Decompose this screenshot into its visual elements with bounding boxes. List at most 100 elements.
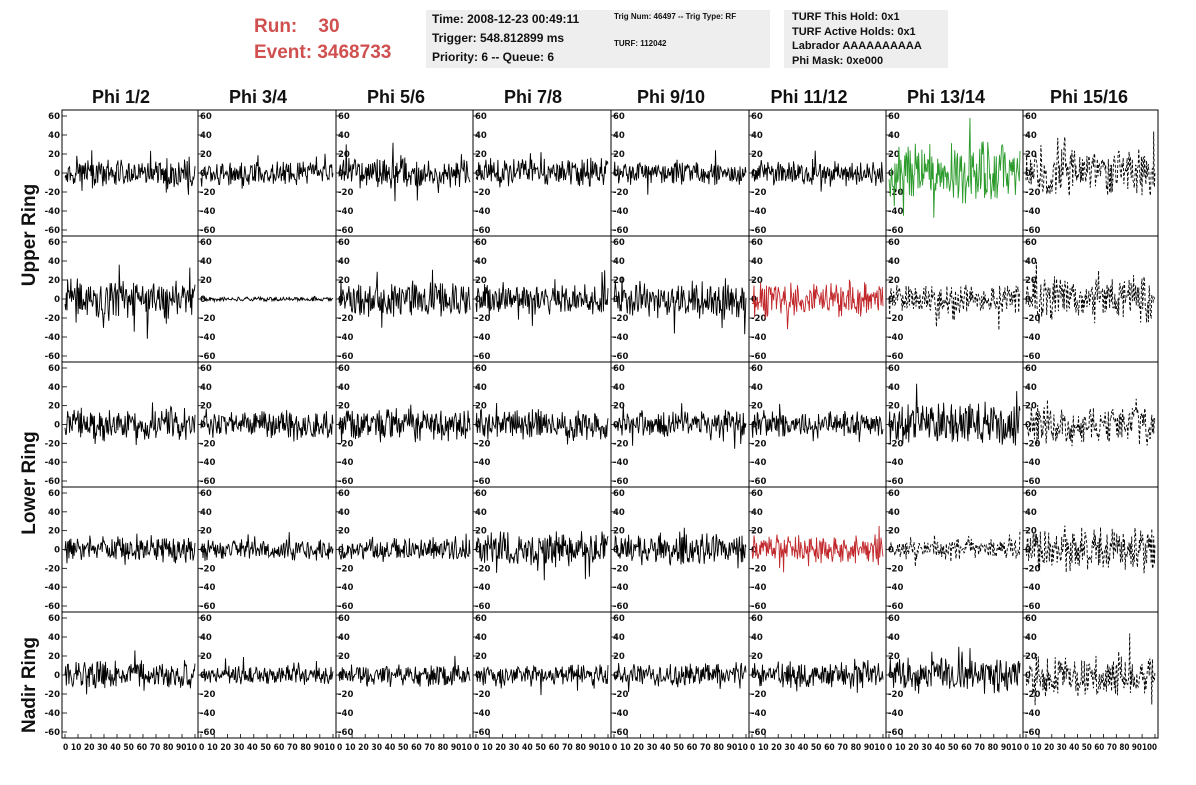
y-tick-label: 60 xyxy=(475,112,487,122)
waveform-trace xyxy=(64,650,196,695)
y-tick-label: 40 xyxy=(475,508,487,518)
y-tick-label: -20 xyxy=(888,690,903,700)
column-header-phi-9-10: Phi 9/10 xyxy=(636,87,706,107)
y-tick-label: -60 xyxy=(613,728,628,738)
y-tick-label: -40 xyxy=(751,583,766,593)
column-header-phi-7-8: Phi 7/8 xyxy=(503,87,563,107)
y-tick-label: -40 xyxy=(1025,709,1040,719)
y-tick-label: 20 xyxy=(200,402,212,412)
waveform-trace xyxy=(1025,131,1156,196)
y-tick-label: -60 xyxy=(751,728,766,738)
y-tick-label: 40 xyxy=(338,508,350,518)
y-tick-label: -20 xyxy=(200,314,215,324)
panel-r2-c1: -60 -40 -20 0 20 40 60 xyxy=(45,235,199,363)
y-tick-label: -40 xyxy=(338,207,353,217)
waveform-trace xyxy=(338,269,471,328)
y-tick-label: 20 xyxy=(1025,276,1037,286)
y-tick-label: -60 xyxy=(200,728,215,738)
y-tick-label: 0 xyxy=(54,421,60,431)
y-tick-label: -40 xyxy=(200,333,215,343)
y-tick-label: 0 xyxy=(613,546,619,556)
event-value: 3468733 xyxy=(317,42,392,63)
y-tick-label: -40 xyxy=(475,709,490,719)
column-header-phi-11-12: Phi 11/12 xyxy=(770,87,848,107)
y-tick-label: 60 xyxy=(48,238,60,248)
panel-frame xyxy=(1022,486,1159,613)
y-tick-label: -60 xyxy=(613,477,628,487)
x-axis-label: 0 10 20 30 40 50 60 70 80 9010 xyxy=(474,743,610,753)
y-tick-label: 60 xyxy=(888,112,900,122)
panel-frame xyxy=(748,611,887,739)
y-tick-label: -60 xyxy=(45,728,60,738)
y-tick-label: 0 xyxy=(54,671,60,681)
y-tick-label: 0 xyxy=(200,295,206,305)
waveform-trace xyxy=(475,531,609,581)
waveform-trace xyxy=(200,153,334,189)
y-tick-label: -40 xyxy=(613,333,628,343)
y-tick-label: 60 xyxy=(200,112,212,122)
trig-info-box: Trig Num: 46497 -- Trig Type: RF TURF: 1… xyxy=(606,10,770,68)
waveform-trace xyxy=(64,402,196,446)
y-tick-label: -20 xyxy=(888,439,903,449)
y-tick-label: -60 xyxy=(613,602,628,612)
y-tick-label: 20 xyxy=(613,527,625,537)
y-tick-label: -20 xyxy=(1025,690,1040,700)
y-tick-label: -20 xyxy=(475,564,490,574)
y-tick-label: 0 xyxy=(1025,421,1031,431)
y-tick-label: 60 xyxy=(1025,112,1037,122)
waveform-trace xyxy=(475,152,609,188)
y-tick-label: -20 xyxy=(888,564,903,574)
y-tick-label: -40 xyxy=(1025,333,1040,343)
y-tick-label: -60 xyxy=(888,728,903,738)
y-tick-label: 60 xyxy=(613,489,625,499)
waveform-trace xyxy=(338,142,471,202)
y-tick-label: 60 xyxy=(1025,364,1037,374)
y-tick-label: -40 xyxy=(888,458,903,468)
y-tick-label: -60 xyxy=(888,477,903,487)
y-tick-label: 20 xyxy=(338,652,350,662)
waveform-trace xyxy=(613,150,747,195)
phi-mask-text: Phi Mask: 0xe000 xyxy=(792,54,884,67)
y-tick-label: 40 xyxy=(475,257,487,267)
y-tick-label: 40 xyxy=(751,633,763,643)
y-tick-label: -40 xyxy=(45,458,60,468)
y-tick-label: 20 xyxy=(751,402,763,412)
y-tick-label: -60 xyxy=(751,352,766,362)
event-row: Event: 3468733 xyxy=(254,40,391,66)
y-tick-label: -20 xyxy=(200,439,215,449)
y-tick-label: 20 xyxy=(888,652,900,662)
y-tick-label: -60 xyxy=(338,477,353,487)
y-tick-label: 0 xyxy=(1025,295,1031,305)
y-tick-label: 40 xyxy=(888,508,900,518)
y-tick-label: -20 xyxy=(338,564,353,574)
y-tick-label: -20 xyxy=(751,314,766,324)
y-tick-label: 40 xyxy=(751,131,763,141)
y-tick-label: -60 xyxy=(751,477,766,487)
waveform-trace xyxy=(751,658,884,693)
y-tick-label: -60 xyxy=(475,352,490,362)
waveform-trace xyxy=(338,404,471,444)
y-tick-label: -60 xyxy=(338,728,353,738)
y-tick-label: 20 xyxy=(751,150,763,160)
turf-info-box: TURF This Hold: 0x1 TURF Active Holds: 0… xyxy=(784,10,948,68)
waveform-trace xyxy=(200,656,334,685)
y-tick-label: -40 xyxy=(475,333,490,343)
y-tick-label: -40 xyxy=(1025,458,1040,468)
y-tick-label: 40 xyxy=(338,257,350,267)
y-tick-label: 40 xyxy=(613,633,625,643)
priority-text: Priority: 6 -- Queue: 6 xyxy=(432,50,555,64)
waveform-trace xyxy=(888,284,1021,331)
y-tick-label: 60 xyxy=(475,489,487,499)
y-tick-label: -60 xyxy=(338,226,353,236)
y-tick-label: -20 xyxy=(613,564,628,574)
y-tick-label: 60 xyxy=(888,238,900,248)
y-tick-label: 20 xyxy=(48,402,60,412)
y-tick-label: 0 xyxy=(475,546,481,556)
x-axis-label: 0 10 20 30 40 50 60 70 80 9010 xyxy=(750,743,885,753)
